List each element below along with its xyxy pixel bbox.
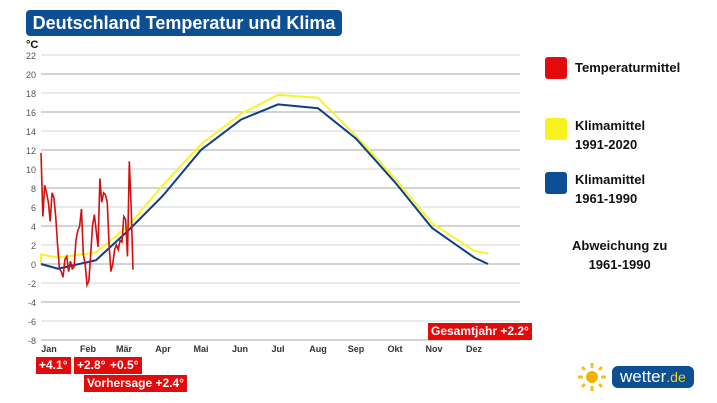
x-tick-label: Sep (348, 344, 365, 354)
x-tick-label: Jun (232, 344, 248, 354)
legend-label: Klimamittel (575, 172, 646, 187)
y-tick-label: 8 (31, 184, 36, 194)
badge-mar: +0.5° (107, 357, 142, 374)
x-tick-label: Feb (80, 344, 97, 354)
logo-main: wetter (620, 367, 667, 386)
wetter-logo: wetter.de (578, 363, 694, 391)
x-tick-label: Mai (193, 344, 208, 354)
legend-swatch-blue (545, 172, 567, 194)
x-tick-label: Mär (116, 344, 133, 354)
x-tick-label: Jan (41, 344, 57, 354)
y-tick-label: 12 (26, 146, 36, 156)
y-tick-label: 10 (26, 165, 36, 175)
x-tick-label: Dez (466, 344, 483, 354)
y-tick-label: -8 (28, 336, 36, 346)
legend-label: Temperaturmittel (575, 60, 681, 75)
x-tick-label: Jul (271, 344, 284, 354)
sun-icon (578, 363, 606, 391)
y-axis-unit: °C (26, 39, 38, 51)
legend-label: Klimamittel (575, 118, 646, 133)
badge-jan: +4.1° (36, 357, 71, 374)
badge-year: Gesamtjahr +2.2° (428, 323, 532, 340)
y-tick-label: 2 (31, 241, 36, 251)
chart-title: Deutschland Temperatur und Klima (26, 10, 342, 36)
series-line-temperaturmittel (40, 152, 134, 288)
y-tick-label: 0 (31, 260, 36, 270)
x-tick-label: Nov (425, 344, 442, 354)
x-tick-label: Aug (309, 344, 327, 354)
badge-forecast: Vorhersage +2.4° (84, 375, 187, 392)
legend-label: 1961-1990 (575, 191, 638, 206)
legend-temperaturmittel: Temperaturmittel (545, 57, 680, 79)
series-line-klimamittel-1961-1990 (40, 103, 489, 270)
logo-text: wetter.de (612, 366, 694, 388)
legend-swatch-red (545, 57, 567, 79)
y-tick-label: -6 (28, 317, 36, 327)
legend-label: 1961-1990 (588, 257, 651, 272)
y-tick-label: 18 (26, 89, 36, 99)
y-tick-label: 14 (26, 127, 36, 137)
legend-klima-1991: Klimamittel 1991-2020 (545, 118, 645, 152)
y-tick-label: 16 (26, 108, 36, 118)
badge-feb: +2.8° (74, 357, 109, 374)
legend-klima-1961: Klimamittel 1961-1990 (545, 172, 645, 206)
y-tick-label: 6 (31, 203, 36, 213)
x-tick-label: Apr (155, 344, 171, 354)
y-tick-label: 22 (26, 51, 36, 61)
legend-swatch-yellow (545, 118, 567, 140)
y-tick-label: 20 (26, 70, 36, 80)
legend-label: 1991-2020 (575, 137, 638, 152)
legend-label: Abweichung zu (572, 238, 668, 253)
y-tick-label: 4 (31, 222, 36, 232)
y-tick-label: -2 (28, 279, 36, 289)
logo-tld: .de (666, 369, 686, 385)
y-tick-label: -4 (28, 298, 36, 308)
legend-abweichung: Abweichung zu 1961-1990 (572, 238, 667, 272)
x-tick-label: Okt (387, 344, 402, 354)
